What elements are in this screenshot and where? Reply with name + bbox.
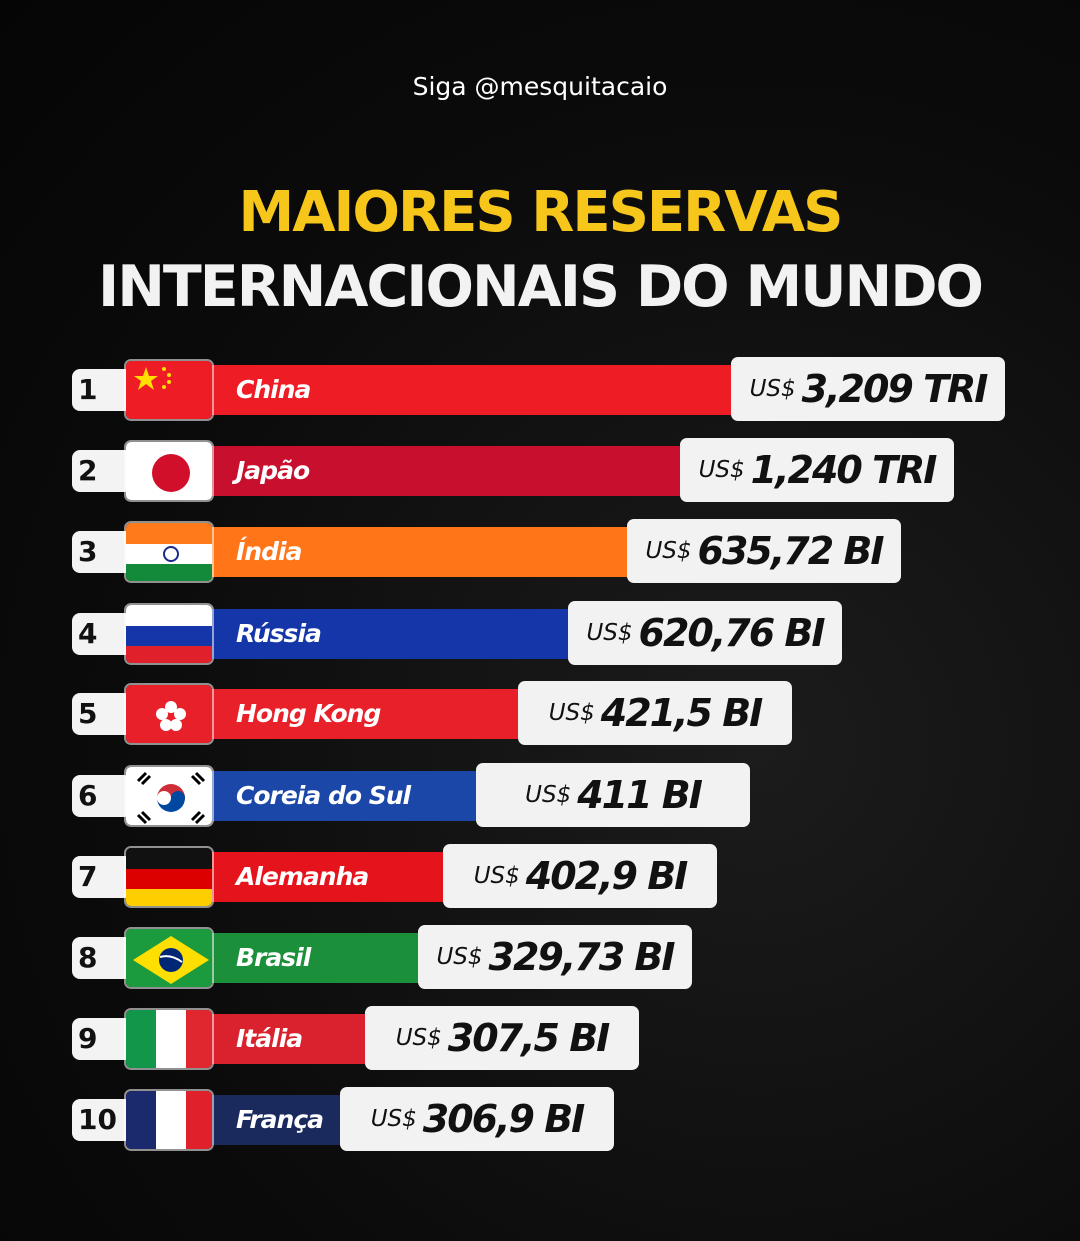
- rank-badge: 4: [72, 613, 132, 655]
- value-number: 635,72 BI: [697, 529, 885, 573]
- title-line-2: INTERNACIONAIS DO MUNDO: [98, 254, 984, 320]
- france-flag-icon: [124, 1089, 214, 1151]
- value-label: US$ 3,209 TRI: [731, 357, 1005, 421]
- rank-badge: 1: [72, 369, 132, 411]
- rank-badge: 8: [72, 937, 132, 979]
- rank-badge: 9: [72, 1018, 132, 1060]
- country-label: França: [236, 1105, 324, 1134]
- bar: [200, 1095, 350, 1145]
- value-label: US$ 1,240 TRI: [680, 438, 954, 502]
- bar: [200, 689, 528, 739]
- value-label: US$ 620,76 BI: [568, 601, 842, 665]
- value-number: 402,9 BI: [525, 854, 689, 898]
- value-number: 421,5 BI: [600, 691, 764, 735]
- value-number: 307,5 BI: [447, 1016, 611, 1060]
- chart-row: 1 China US$ 3,209 TRI: [0, 357, 1080, 423]
- bar: [200, 852, 453, 902]
- bar: [200, 609, 578, 659]
- chart-row: 9 Itália US$ 307,5 BI: [0, 1006, 1080, 1072]
- chart-row: 2 Japão US$ 1,240 TRI: [0, 438, 1080, 504]
- chart-row: 4 Rússia US$ 620,76 BI: [0, 601, 1080, 667]
- south-korea-flag-icon: [124, 765, 214, 827]
- country-label: Japão: [236, 456, 310, 485]
- rank-badge: 10: [72, 1099, 132, 1141]
- currency-label: US$: [525, 782, 572, 808]
- social-handle: Siga @mesquitacaio: [412, 72, 668, 101]
- rank-badge: 3: [72, 531, 132, 573]
- currency-label: US$: [698, 457, 745, 483]
- value-label: US$ 402,9 BI: [443, 844, 717, 908]
- rank-badge: 7: [72, 856, 132, 898]
- country-label: Índia: [236, 537, 302, 566]
- brazil-flag-icon: [124, 927, 214, 989]
- chart-row: 10 França US$ 306,9 BI: [0, 1087, 1080, 1153]
- currency-label: US$: [370, 1106, 417, 1132]
- value-number: 1,240 TRI: [750, 448, 938, 492]
- country-label: Itália: [236, 1024, 303, 1053]
- currency-label: US$: [436, 944, 483, 970]
- currency-label: US$: [749, 376, 796, 402]
- italy-flag-icon: [124, 1008, 214, 1070]
- value-number: 620,76 BI: [638, 611, 826, 655]
- chart-row: 3 Índia US$ 635,72 BI: [0, 519, 1080, 585]
- rank-badge: 5: [72, 693, 132, 735]
- value-label: US$ 307,5 BI: [365, 1006, 639, 1070]
- value-label: US$ 635,72 BI: [627, 519, 901, 583]
- bar: [200, 446, 690, 496]
- country-label: Brasil: [236, 943, 311, 972]
- currency-label: US$: [586, 620, 633, 646]
- value-label: US$ 411 BI: [476, 763, 750, 827]
- bar: [200, 771, 486, 821]
- value-number: 3,209 TRI: [801, 367, 989, 411]
- value-label: US$ 306,9 BI: [340, 1087, 614, 1151]
- rank-badge: 6: [72, 775, 132, 817]
- chart-row: 8 Brasil US$ 329,73 BI: [0, 925, 1080, 991]
- value-number: 329,73 BI: [488, 935, 676, 979]
- china-flag-icon: [124, 359, 214, 421]
- country-label: China: [236, 375, 311, 404]
- value-number: 306,9 BI: [422, 1097, 586, 1141]
- bar: [200, 365, 741, 415]
- bar: [200, 1014, 375, 1064]
- currency-label: US$: [645, 538, 692, 564]
- value-number: 411 BI: [577, 773, 703, 817]
- germany-flag-icon: [124, 846, 214, 908]
- country-label: Alemanha: [236, 862, 369, 891]
- hong-kong-flag-icon: [124, 683, 214, 745]
- currency-label: US$: [395, 1025, 442, 1051]
- country-label: Rússia: [236, 619, 322, 648]
- value-label: US$ 421,5 BI: [518, 681, 792, 745]
- title-line-1: MAIORES RESERVAS: [238, 180, 843, 245]
- chart-row: 7 Alemanha US$ 402,9 BI: [0, 844, 1080, 910]
- rank-badge: 2: [72, 450, 132, 492]
- currency-label: US$: [473, 863, 520, 889]
- chart-row: 6 Coreia do Sul US$ 411 BI: [0, 763, 1080, 829]
- value-label: US$ 329,73 BI: [418, 925, 692, 989]
- currency-label: US$: [548, 700, 595, 726]
- bar: [200, 933, 428, 983]
- russia-flag-icon: [124, 603, 214, 665]
- country-label: Coreia do Sul: [236, 781, 411, 810]
- chart-row: 5 Hong Kong US$ 421,5 BI: [0, 681, 1080, 747]
- bar: [200, 527, 637, 577]
- india-flag-icon: [124, 521, 214, 583]
- japan-flag-icon: [124, 440, 214, 502]
- country-label: Hong Kong: [236, 699, 381, 728]
